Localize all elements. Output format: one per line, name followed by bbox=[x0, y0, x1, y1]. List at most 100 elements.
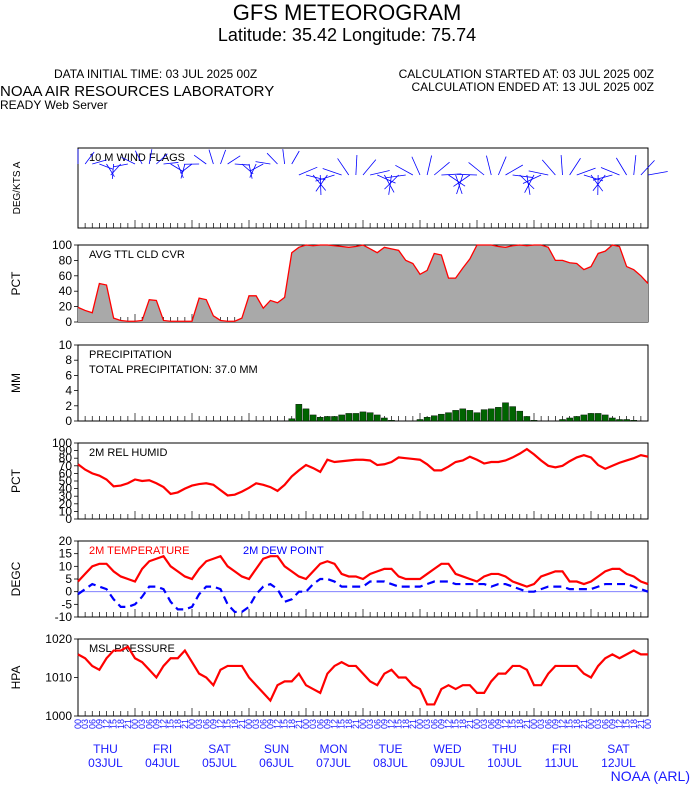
hour-tick-label: 15 bbox=[280, 719, 290, 729]
hour-tick-label: 00 bbox=[586, 719, 596, 729]
wind-barb bbox=[600, 167, 620, 176]
y-tick-label: 80 bbox=[59, 253, 73, 267]
hour-tick-label: 18 bbox=[458, 719, 468, 729]
temperature-line bbox=[77, 554, 649, 588]
y-tick-label: 60 bbox=[59, 466, 73, 480]
panel-title: 10 M WIND FLAGS bbox=[89, 152, 185, 164]
wind-barb bbox=[337, 158, 350, 176]
hour-tick-label: 03 bbox=[251, 719, 261, 729]
hour-tick-label: 09 bbox=[151, 719, 161, 729]
precip-bar bbox=[495, 407, 502, 422]
precip-bar bbox=[359, 411, 367, 422]
credit-label: NOAA (ARL) bbox=[610, 768, 690, 784]
hour-tick-label: 18 bbox=[230, 719, 240, 729]
precip-bar bbox=[452, 410, 459, 422]
hour-tick-label: 18 bbox=[572, 719, 582, 729]
y-tick-label: 4 bbox=[65, 384, 72, 398]
hour-tick-label: 03 bbox=[479, 719, 489, 729]
precip-bar bbox=[331, 416, 338, 422]
precip-bar bbox=[623, 419, 630, 422]
hour-tick-label: 06 bbox=[429, 719, 439, 729]
precip-total: TOTAL PRECIPITATION: 37.0 MM bbox=[89, 364, 258, 376]
date-label: 06JUL bbox=[259, 756, 294, 770]
wind-barb bbox=[106, 163, 115, 177]
panel-title: MSL PRESSURE bbox=[89, 643, 175, 655]
hour-tick-label: 15 bbox=[223, 719, 233, 729]
wind-barb bbox=[384, 174, 399, 190]
hour-tick-label: 00 bbox=[472, 719, 482, 729]
y-tick-label: 70 bbox=[59, 459, 73, 473]
y-tick-label: 0 bbox=[65, 414, 72, 428]
hour-tick-label: 18 bbox=[116, 719, 126, 729]
dewpoint-line bbox=[77, 577, 649, 614]
wind-barb bbox=[576, 167, 596, 176]
wind-barb bbox=[121, 157, 136, 165]
date-label: 04JUL bbox=[145, 756, 180, 770]
date-label: 11JUL bbox=[545, 756, 579, 770]
y-tick-label: 0 bbox=[65, 512, 72, 526]
hour-tick-label: 00 bbox=[187, 719, 197, 729]
hour-tick-label: 06 bbox=[372, 719, 382, 729]
day-of-week-label: SAT bbox=[607, 742, 630, 756]
wind-barb bbox=[249, 163, 257, 178]
chart-title: GFS METEOROGRAM bbox=[232, 0, 462, 25]
date-label: 08JUL bbox=[373, 756, 408, 770]
wind-barb bbox=[298, 166, 318, 176]
precip-bar bbox=[502, 402, 509, 422]
hour-tick-label: 15 bbox=[622, 719, 632, 729]
hour-tick-label: 15 bbox=[337, 719, 347, 729]
y-tick-label: 2 bbox=[65, 399, 72, 413]
y-axis-label: MM bbox=[9, 373, 23, 393]
precip-bar bbox=[473, 412, 481, 422]
wind-barb bbox=[163, 162, 179, 165]
hour-tick-label: 21 bbox=[180, 719, 190, 729]
hour-tick-label: 21 bbox=[408, 719, 418, 729]
wind-barb bbox=[640, 160, 655, 176]
precip-bar bbox=[366, 412, 374, 422]
wind-barb bbox=[99, 163, 114, 170]
hour-tick-label: 00 bbox=[73, 719, 83, 729]
server-name: READY Web Server bbox=[0, 98, 108, 112]
hour-tick-label: 21 bbox=[465, 719, 475, 729]
precip-bar bbox=[295, 404, 303, 422]
precip-bar bbox=[573, 416, 581, 422]
hour-tick-label: 03 bbox=[80, 719, 90, 729]
panel-title: AVG TTL CLD CVR bbox=[89, 249, 185, 261]
wind-barb bbox=[395, 164, 414, 176]
hour-tick-label: 03 bbox=[422, 719, 432, 729]
y-tick-label: 50 bbox=[59, 474, 73, 488]
precip-bar bbox=[480, 409, 488, 422]
wind-barb bbox=[448, 174, 466, 187]
precip-bar bbox=[352, 413, 360, 422]
y-axis-label: PCT bbox=[9, 468, 23, 493]
hour-tick-label: 06 bbox=[543, 719, 553, 729]
precip-bar bbox=[487, 408, 495, 422]
precip-bar bbox=[466, 410, 474, 422]
day-of-week-label: THU bbox=[93, 742, 118, 756]
hour-tick-label: 06 bbox=[144, 719, 154, 729]
hour-tick-label: 09 bbox=[208, 719, 218, 729]
wind-barb bbox=[590, 174, 604, 192]
hour-tick-label: 03 bbox=[365, 719, 375, 729]
calc-started: CALCULATION STARTED AT: 03 JUL 2025 00Z bbox=[398, 67, 654, 81]
precip-bar bbox=[309, 414, 317, 422]
precip-bar bbox=[609, 417, 616, 422]
hour-tick-label: 21 bbox=[351, 719, 361, 729]
day-of-week-label: MON bbox=[320, 742, 348, 756]
wind-barb bbox=[456, 174, 464, 195]
hour-tick-label: 03 bbox=[137, 719, 147, 729]
series-label-dew: 2M DEW POINT bbox=[243, 545, 324, 557]
panel-title: 2M REL HUMID bbox=[89, 447, 167, 459]
hour-tick-label: 09 bbox=[379, 719, 389, 729]
wind-barb bbox=[92, 159, 107, 165]
hour-tick-label: 21 bbox=[522, 719, 532, 729]
hour-tick-label: 09 bbox=[322, 719, 332, 729]
y-tick-label: 20 bbox=[59, 534, 73, 548]
precip-bar bbox=[587, 413, 595, 422]
precip-bar bbox=[601, 414, 609, 422]
precip-bar bbox=[316, 417, 324, 422]
rh-line bbox=[77, 447, 649, 497]
wind-barb bbox=[528, 170, 549, 176]
precip-bar bbox=[430, 415, 438, 422]
wind-barb bbox=[456, 173, 478, 176]
